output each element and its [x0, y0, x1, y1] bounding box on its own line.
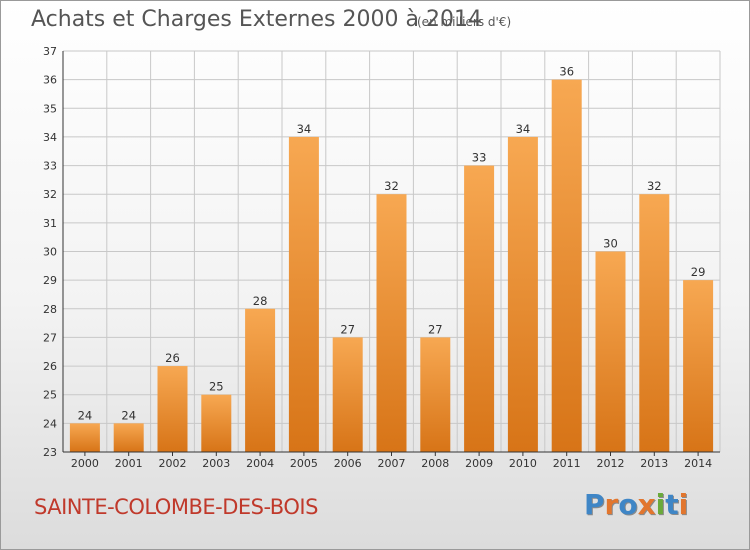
- bar-2001: [113, 423, 144, 452]
- value-label: 26: [165, 351, 180, 365]
- y-tick-label: 23: [43, 446, 57, 459]
- bar-2004: [245, 308, 276, 452]
- y-tick-label: 33: [43, 160, 57, 173]
- x-tick-label: 2000: [71, 457, 99, 470]
- y-tick-label: 29: [43, 274, 57, 287]
- bar-2000: [69, 423, 100, 452]
- y-tick-label: 27: [43, 331, 57, 344]
- logo-letter: x: [637, 488, 656, 521]
- logo-letter: i: [678, 488, 689, 521]
- value-label: 30: [603, 237, 618, 251]
- value-label: 33: [472, 151, 487, 165]
- y-tick-label: 35: [43, 102, 57, 115]
- logo-letter: o: [618, 488, 638, 521]
- y-tick-label: 37: [43, 45, 57, 58]
- bar-2014: [683, 280, 714, 452]
- x-tick-label: 2010: [509, 457, 537, 470]
- bar-2002: [157, 366, 188, 452]
- bar-2006: [332, 337, 363, 452]
- value-label: 27: [428, 322, 443, 336]
- logo-letter: P: [584, 488, 605, 521]
- value-label: 36: [559, 65, 574, 79]
- y-tick-label: 24: [43, 417, 57, 430]
- bar-2010: [507, 136, 538, 452]
- x-tick-label: 2012: [597, 457, 625, 470]
- value-label: 25: [209, 380, 224, 394]
- x-tick-label: 2002: [159, 457, 187, 470]
- value-label: 27: [340, 322, 355, 336]
- x-tick-label: 2013: [640, 457, 668, 470]
- bar-2012: [595, 251, 626, 452]
- label-layer: 24 24 26 25 28 34 27 32 27 33 34 36 30 32 29: [78, 65, 706, 423]
- x-tick-label: 2005: [290, 457, 318, 470]
- bar-2009: [464, 165, 495, 453]
- value-label: 32: [384, 179, 399, 193]
- bar-2003: [201, 394, 232, 452]
- axis-layer: 23 24 25 26 27 28 29 30 31 32 33 34 35 36 37 2000 2001 20…: [43, 45, 720, 470]
- value-label: 28: [253, 294, 268, 308]
- y-tick-label: 34: [43, 131, 57, 144]
- x-tick-label: 2004: [246, 457, 274, 470]
- logo-letter: r: [604, 488, 619, 521]
- bar-2011: [551, 79, 582, 453]
- bar-layer: [69, 79, 714, 453]
- proxiti-logo: Proxiti: [584, 488, 688, 521]
- y-tick-label: 32: [43, 188, 57, 201]
- logo-letter: t: [665, 488, 679, 521]
- commune-name: SAINTE-COLOMBE-DES-BOIS: [34, 495, 318, 519]
- x-tick-label: 2011: [553, 457, 581, 470]
- x-tick-label: 2001: [115, 457, 143, 470]
- value-label: 24: [78, 408, 93, 422]
- value-label: 32: [647, 179, 662, 193]
- y-tick-label: 25: [43, 389, 57, 402]
- x-tick-label: 2007: [378, 457, 406, 470]
- y-tick-label: 28: [43, 303, 57, 316]
- x-tick-label: 2003: [202, 457, 230, 470]
- value-label: 34: [516, 122, 531, 136]
- bar-2008: [420, 337, 451, 452]
- value-label: 29: [691, 265, 706, 279]
- chart-title: Achats et Charges Externes 2000 à 2014: [31, 7, 482, 32]
- y-tick-label: 30: [43, 246, 57, 259]
- x-tick-label: 2014: [684, 457, 712, 470]
- x-tick-label: 2009: [465, 457, 493, 470]
- value-label: 34: [297, 122, 312, 136]
- x-tick-label: 2008: [421, 457, 449, 470]
- bar-2013: [639, 194, 670, 452]
- y-tick-label: 26: [43, 360, 57, 373]
- logo-letter: i: [655, 488, 666, 521]
- y-tick-label: 36: [43, 74, 57, 87]
- chart-unit: (en milliers d'€): [417, 15, 512, 29]
- value-label: 24: [121, 408, 136, 422]
- bar-2007: [376, 194, 407, 452]
- x-tick-label: 2006: [334, 457, 362, 470]
- y-tick-label: 31: [43, 217, 57, 230]
- bar-2005: [288, 136, 319, 452]
